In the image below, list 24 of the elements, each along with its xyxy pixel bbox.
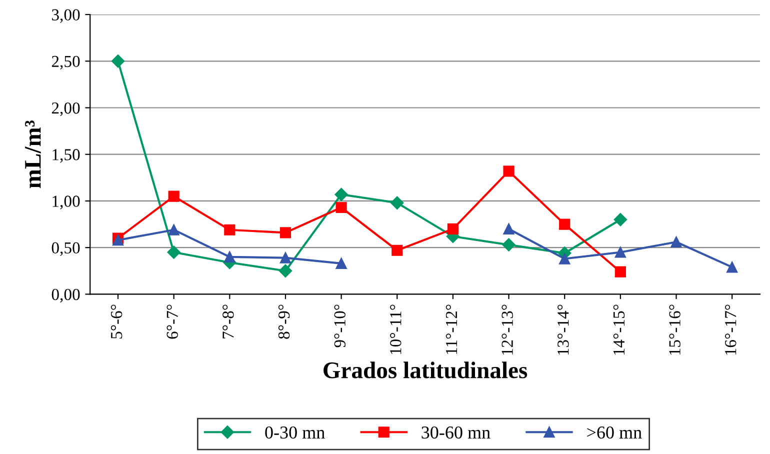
x-tick-label: 13°-14°: [558, 304, 569, 355]
x-tick-label: 9°-10°: [334, 304, 346, 348]
legend-label: 0-30 mn: [265, 426, 325, 439]
legend-label: 30-60 mn: [422, 426, 490, 439]
x-tick-label: 11°-12°: [446, 304, 457, 354]
x-tick-label: 7°-8°: [222, 304, 234, 338]
y-tick-label: 0,50: [52, 242, 80, 256]
x-tick-label: 16°-17°: [725, 304, 736, 355]
x-tick-label: 15°-16°: [669, 304, 680, 355]
x-tick-label: 8°-9°: [278, 304, 290, 339]
y-tick-label: 0,00: [52, 288, 80, 303]
legend-label: >60 mn: [587, 426, 642, 439]
x-tick-label: 6°-7°: [166, 304, 178, 339]
x-tick-label: 5°-6°: [110, 304, 122, 338]
y-tick-label: 1,50: [52, 149, 80, 163]
y-tick-label: 1,00: [52, 196, 80, 210]
x-tick-label: 10°-11°: [390, 304, 402, 354]
y-tick-label: 2,50: [52, 56, 80, 70]
x-tick-label: 14°-15°: [613, 304, 625, 355]
y-axis-title: mL/m³: [25, 120, 41, 188]
x-axis-title: Grados latitudinales: [324, 362, 528, 378]
y-tick-label: 2,00: [52, 102, 80, 116]
y-tick-label: 3,00: [52, 9, 80, 23]
x-tick-label: 12°-13°: [502, 304, 513, 355]
